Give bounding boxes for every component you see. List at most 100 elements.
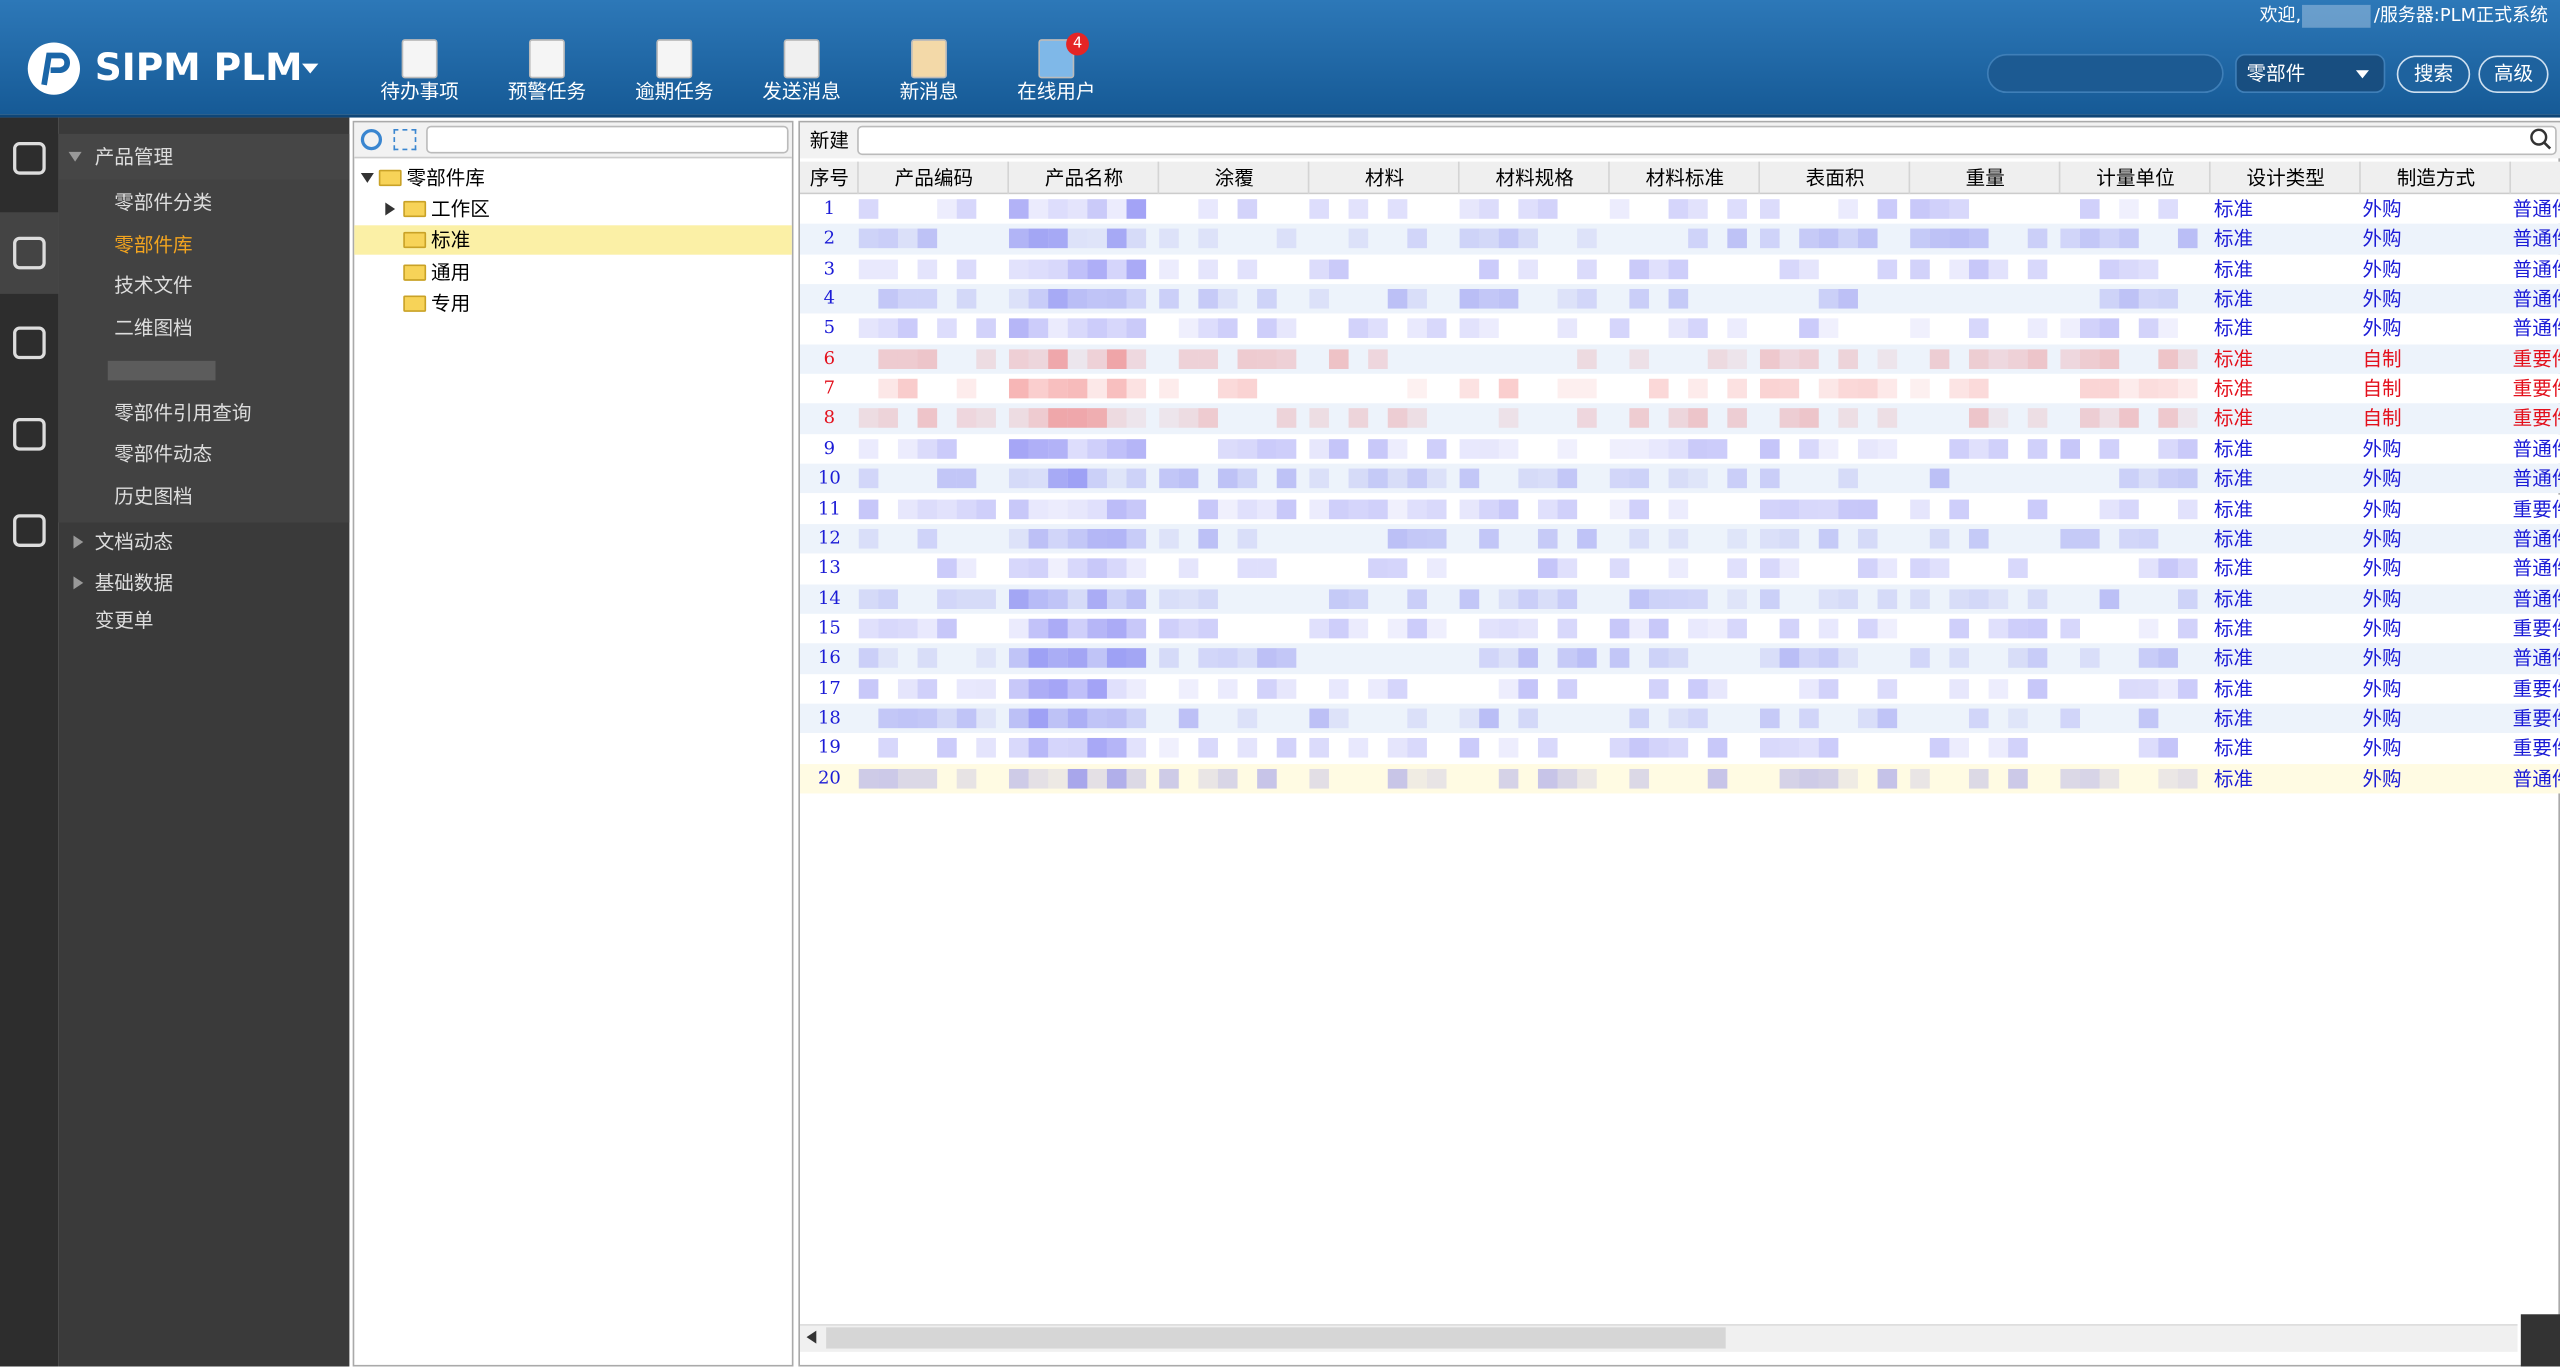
make-type[interactable]: 外购 <box>2362 557 2402 580</box>
table-row[interactable] <box>799 344 2560 375</box>
row-number[interactable]: 17 <box>817 676 841 699</box>
make-type[interactable]: 外购 <box>2362 706 2402 730</box>
design-type[interactable]: 标准 <box>2213 197 2254 221</box>
design-type[interactable]: 标准 <box>2213 257 2254 281</box>
part-kind[interactable]: 普通件 <box>2512 646 2560 670</box>
menu-item[interactable]: 零部件引用查询 <box>114 400 252 424</box>
search-box[interactable] <box>1986 53 2224 94</box>
expand-arrow[interactable] <box>68 151 82 162</box>
table-row[interactable] <box>799 463 2560 494</box>
nav-label[interactable]: 逾期任务 <box>635 79 714 103</box>
part-kind[interactable]: 重要件 <box>2512 736 2560 760</box>
side-icon[interactable] <box>13 514 46 547</box>
menu-item[interactable]: 二维图档 <box>114 316 193 340</box>
design-type[interactable]: 标准 <box>2213 347 2254 371</box>
menu-item[interactable]: 零部件库 <box>114 232 193 256</box>
column-header[interactable]: 重量 <box>1965 166 2005 190</box>
tree-node[interactable]: 专用 <box>431 292 471 316</box>
table-row[interactable] <box>799 314 2560 345</box>
make-type[interactable]: 自制 <box>2362 377 2402 401</box>
part-kind[interactable]: 重要件 <box>2512 676 2560 700</box>
make-type[interactable]: 自制 <box>2362 407 2402 431</box>
design-type[interactable]: 标准 <box>2213 557 2254 580</box>
table-row[interactable] <box>799 224 2560 255</box>
part-kind[interactable]: 普通件 <box>2512 437 2560 461</box>
column-header[interactable]: 材料 <box>1364 166 1405 190</box>
design-type[interactable]: 标准 <box>2213 736 2254 760</box>
part-kind[interactable]: 重要件 <box>2512 497 2560 520</box>
design-type[interactable]: 标准 <box>2213 227 2254 251</box>
make-type[interactable]: 外购 <box>2362 257 2402 281</box>
design-type[interactable]: 标准 <box>2213 377 2254 401</box>
part-kind[interactable]: 普通件 <box>2512 197 2560 221</box>
row-number[interactable]: 10 <box>817 467 841 489</box>
row-number[interactable]: 4 <box>823 287 836 309</box>
tree-node[interactable]: 工作区 <box>431 197 490 221</box>
row-number[interactable]: 13 <box>817 557 841 579</box>
make-type[interactable]: 外购 <box>2362 766 2402 790</box>
design-type[interactable]: 标准 <box>2213 587 2254 610</box>
table-row[interactable] <box>799 553 2560 584</box>
side-icon[interactable] <box>13 326 46 360</box>
search-icon[interactable] <box>2529 127 2552 150</box>
make-type[interactable]: 外购 <box>2362 437 2402 461</box>
row-number[interactable]: 12 <box>817 527 841 549</box>
make-type[interactable]: 外购 <box>2362 317 2402 341</box>
menu-item[interactable]: 历史图档 <box>114 484 193 508</box>
tree-search[interactable] <box>426 125 789 154</box>
table-row[interactable] <box>799 374 2560 404</box>
tree-tool-icon[interactable] <box>360 128 383 151</box>
column-header[interactable]: 产品编码 <box>894 166 974 190</box>
column-header[interactable]: 设计类型 <box>2246 166 2325 190</box>
row-number[interactable]: 18 <box>817 706 841 729</box>
design-type[interactable]: 标准 <box>2213 676 2254 700</box>
design-type[interactable]: 标准 <box>2213 437 2254 461</box>
row-number[interactable]: 9 <box>823 437 836 459</box>
menu-group[interactable]: 变更单 <box>94 608 154 632</box>
part-kind[interactable]: 重要件 <box>2512 706 2560 730</box>
part-kind[interactable]: 重要件 <box>2512 377 2560 401</box>
table-row[interactable] <box>799 493 2560 524</box>
nav-icon[interactable] <box>401 39 438 79</box>
design-type[interactable]: 标准 <box>2213 646 2254 670</box>
part-kind[interactable]: 普通件 <box>2512 467 2560 491</box>
row-number[interactable]: 15 <box>817 616 841 639</box>
nav-label[interactable]: 在线用户 <box>1017 79 1096 103</box>
column-header[interactable]: 序号 <box>809 166 849 190</box>
nav-icon[interactable] <box>783 39 820 79</box>
make-type[interactable]: 外购 <box>2362 497 2402 520</box>
logo-caret[interactable] <box>302 63 319 74</box>
column-header[interactable]: 产品名称 <box>1044 166 1124 190</box>
column-header[interactable]: 表面积 <box>1805 166 1865 190</box>
design-type[interactable]: 标准 <box>2213 407 2254 431</box>
search-button[interactable]: 搜索 <box>2396 55 2471 94</box>
side-icon[interactable] <box>13 142 46 175</box>
row-number[interactable]: 16 <box>817 646 841 669</box>
nav-label[interactable]: 预警任务 <box>507 79 587 103</box>
column-header[interactable]: 材料规格 <box>1495 166 1574 190</box>
column-header[interactable]: 涂覆 <box>1214 166 1254 190</box>
menu-group[interactable]: 文档动态 <box>94 530 174 554</box>
design-type[interactable]: 标准 <box>2213 467 2254 491</box>
part-kind[interactable]: 重要件 <box>2512 347 2560 371</box>
part-kind[interactable]: 重要件 <box>2512 616 2560 640</box>
design-type[interactable]: 标准 <box>2213 497 2254 520</box>
nav-icon[interactable] <box>911 39 947 79</box>
part-kind[interactable]: 普通件 <box>2512 587 2560 610</box>
part-kind[interactable]: 重要件 <box>2512 407 2560 431</box>
design-type[interactable]: 标准 <box>2213 706 2254 730</box>
table-row[interactable] <box>799 433 2560 464</box>
make-type[interactable]: 外购 <box>2362 227 2402 251</box>
expand-arrow[interactable] <box>73 576 84 590</box>
make-type[interactable]: 自制 <box>2362 347 2402 371</box>
row-number[interactable]: 11 <box>817 497 841 519</box>
advanced-button[interactable]: 高级 <box>2478 55 2549 94</box>
row-number[interactable]: 6 <box>823 347 836 369</box>
nav-icon[interactable] <box>528 39 565 79</box>
tree-node[interactable]: 通用 <box>431 260 471 284</box>
table-row[interactable] <box>799 643 2560 674</box>
tree-root[interactable]: 零部件库 <box>406 166 485 190</box>
design-type[interactable]: 标准 <box>2213 527 2254 550</box>
table-row[interactable] <box>799 763 2560 794</box>
row-number[interactable]: 2 <box>823 227 836 249</box>
